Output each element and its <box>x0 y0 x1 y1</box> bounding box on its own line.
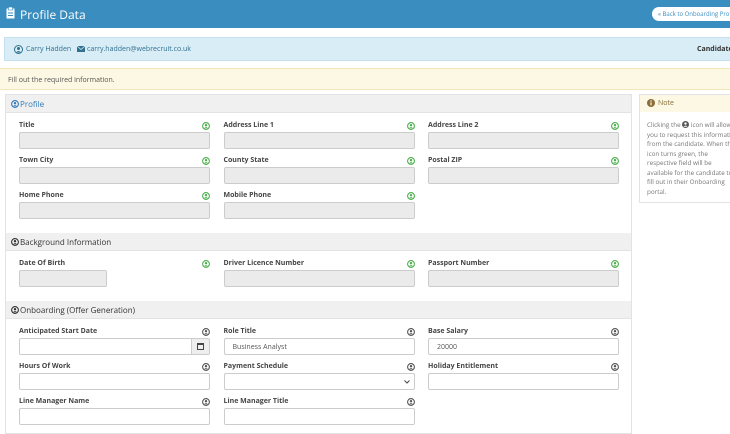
text-input <box>428 167 619 184</box>
field-label: Anticipated Start Date <box>19 327 98 336</box>
field-label: Address Line 2 <box>428 121 479 130</box>
request-toggle[interactable] <box>202 363 210 371</box>
person-icon <box>682 121 690 128</box>
field-label: Base Salary <box>428 327 468 336</box>
request-toggle[interactable] <box>202 398 210 406</box>
text-input <box>223 202 415 219</box>
request-toggle[interactable] <box>406 363 415 371</box>
section-title: Background Information <box>20 237 112 248</box>
text-input[interactable] <box>19 373 210 390</box>
text-input <box>19 270 107 287</box>
request-toggle[interactable] <box>202 192 210 200</box>
request-toggle[interactable] <box>202 328 210 336</box>
text-input <box>19 132 210 149</box>
user-email[interactable]: carry.hadden@webrecruit.co.uk <box>87 45 191 54</box>
request-toggle[interactable] <box>406 398 415 406</box>
back-button[interactable]: « Back to Onboarding Profile <box>652 7 730 21</box>
field-label: Title <box>19 121 35 130</box>
request-toggle[interactable] <box>611 122 619 130</box>
request-toggle[interactable] <box>202 260 210 268</box>
section-header: Onboarding (Offer Generation) <box>6 301 631 319</box>
field-label: Postal ZIP <box>428 156 463 165</box>
text-input <box>428 132 619 149</box>
info-icon <box>647 99 655 107</box>
calendar-icon <box>197 343 204 350</box>
field-label: Address Line 1 <box>223 121 274 130</box>
field-label: Date Of Birth <box>19 259 66 268</box>
user-icon <box>14 45 23 54</box>
note-text-start: Clicking the <box>647 120 681 129</box>
note-title: Note <box>658 99 674 108</box>
notice: Fill out the required information. <box>0 68 730 90</box>
request-toggle[interactable] <box>202 122 210 130</box>
text-input <box>19 167 210 184</box>
field-label: Payment Schedule <box>223 362 289 371</box>
page-title: Profile Data <box>20 6 86 23</box>
text-input[interactable] <box>19 408 210 425</box>
request-toggle[interactable] <box>611 260 619 268</box>
note-text: Clicking the icon will allow you to requ… <box>647 120 730 196</box>
request-toggle[interactable] <box>611 363 619 371</box>
request-toggle[interactable] <box>406 260 415 268</box>
field-label: Home Phone <box>19 191 64 200</box>
section-header: Profile <box>6 95 631 113</box>
top-bar: Profile Data « Back to Onboarding Profil… <box>0 0 730 28</box>
section-title: Onboarding (Offer Generation) <box>20 305 135 316</box>
text-input <box>223 132 415 149</box>
text-input <box>428 270 619 287</box>
request-toggle[interactable] <box>611 157 619 165</box>
form-panel: Profile Title Address Line 1 Address Line 2… <box>5 94 632 434</box>
text-input <box>223 270 415 287</box>
field-label: Town City <box>19 156 54 165</box>
field-label: Mobile Phone <box>223 191 272 200</box>
note-panel: Note Clicking the icon will allow you to… <box>639 94 730 203</box>
section-header: Background Information <box>6 233 631 251</box>
request-toggle[interactable] <box>406 192 415 200</box>
field-label: Line Manager Name <box>19 397 90 406</box>
section-title: Profile <box>20 99 45 110</box>
note-text-end: icon will allow you to request this info… <box>647 120 730 196</box>
field-label: Driver Licence Number <box>223 259 305 268</box>
text-input[interactable] <box>19 338 210 355</box>
request-toggle[interactable] <box>202 157 210 165</box>
field-label: Role Title <box>223 327 257 336</box>
text-input[interactable] <box>428 373 619 390</box>
user-role: Candidate <box>697 45 730 54</box>
calendar-button[interactable] <box>191 339 209 354</box>
section-icon <box>11 306 19 314</box>
field-label: Hours Of Work <box>19 362 71 371</box>
text-input[interactable]: Business Analyst <box>223 338 415 355</box>
clipboard-icon <box>6 7 15 19</box>
text-input[interactable] <box>223 408 415 425</box>
request-toggle[interactable] <box>611 328 619 336</box>
user-name: Carry Hadden <box>26 45 72 54</box>
section-icon <box>11 100 19 108</box>
text-input <box>19 202 210 219</box>
text-input <box>223 167 415 184</box>
request-toggle[interactable] <box>406 157 415 165</box>
user-bar: Carry Hadden carry.hadden@webrecruit.co.… <box>4 37 730 61</box>
select-chevron <box>403 380 410 384</box>
text-input[interactable] <box>223 373 415 390</box>
request-toggle[interactable] <box>406 122 415 130</box>
text-input[interactable]: 20000 <box>428 338 619 355</box>
section-icon <box>11 238 19 246</box>
field-label: Holiday Entitlement <box>428 362 499 371</box>
request-toggle[interactable] <box>406 328 415 336</box>
field-label: County State <box>223 156 269 165</box>
mail-icon <box>77 46 85 52</box>
note-header: Note <box>640 95 730 112</box>
field-label: Line Manager Title <box>223 397 289 406</box>
field-label: Passport Number <box>428 259 490 268</box>
